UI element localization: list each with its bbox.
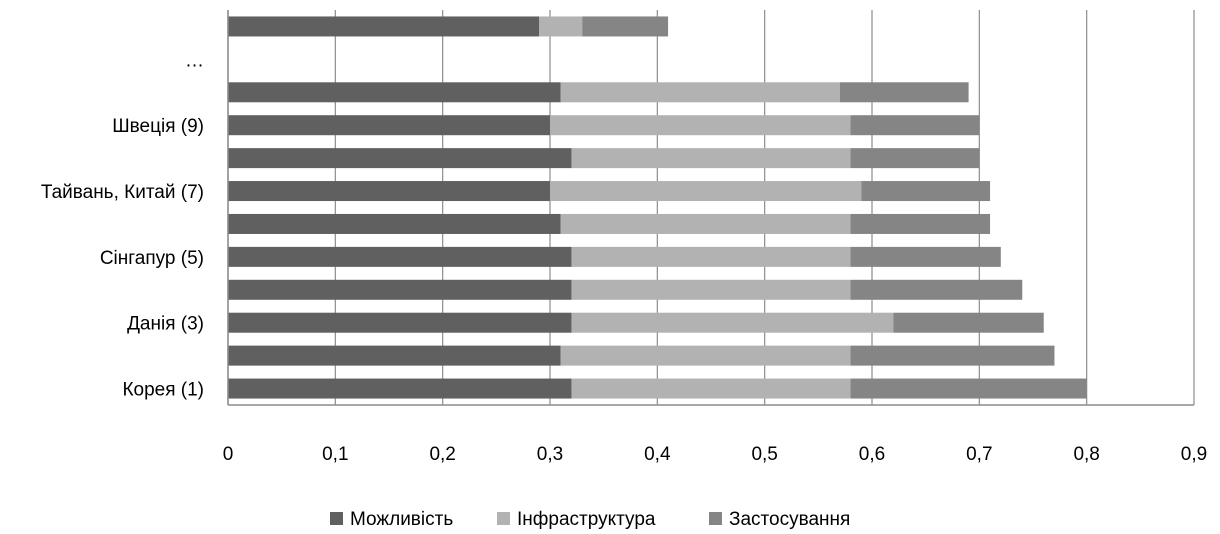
bar-segment — [839, 82, 969, 103]
bar-segment — [850, 246, 1001, 267]
legend-label: Можливість — [350, 509, 453, 530]
bars — [228, 16, 1087, 399]
x-tick-label: 0,2 — [429, 444, 455, 465]
bar-segment — [228, 148, 572, 169]
legend-swatch — [497, 512, 510, 525]
bar-segment — [228, 279, 572, 300]
bar-segment — [550, 181, 862, 202]
bar-segment — [582, 16, 669, 37]
bar-segment — [550, 115, 851, 136]
category-labels: Корея (1) Данія (3) Сінгапур (5) Тайвань, К… — [41, 50, 204, 400]
category-label: Корея (1) — [122, 380, 204, 401]
bar-segment — [850, 345, 1055, 366]
x-tick-label: 0 — [223, 444, 234, 465]
bar-segment — [228, 246, 572, 267]
bar-segment — [893, 312, 1044, 333]
bar-segment — [228, 378, 572, 399]
bar-segment — [539, 16, 583, 37]
bar-segment — [228, 213, 561, 234]
x-tick-label: 0,1 — [322, 444, 348, 465]
bar-segment — [560, 345, 851, 366]
bar-segment — [228, 82, 561, 103]
bar-segment — [228, 345, 561, 366]
bar-segment — [850, 115, 980, 136]
bar-segment — [560, 213, 851, 234]
bar-segment — [228, 312, 572, 333]
bar-segment — [571, 148, 851, 169]
legend-label: Застосування — [729, 509, 850, 530]
bar-segment — [228, 115, 550, 136]
bar-segment — [571, 312, 894, 333]
x-tick-label: 0,6 — [859, 444, 885, 465]
bar-segment — [571, 246, 851, 267]
bar-segment — [850, 213, 991, 234]
legend: Можливість Інфраструктура Застосування — [330, 509, 850, 530]
bar-segment — [228, 16, 540, 37]
bar-segment — [850, 279, 1023, 300]
category-label: Данія (3) — [127, 314, 204, 335]
bar-segment — [850, 378, 1087, 399]
bar-segment — [571, 279, 851, 300]
bar-segment — [560, 82, 840, 103]
bar-segment — [571, 378, 851, 399]
legend-label: Інфраструктура — [517, 509, 656, 530]
x-tick-label: 0,9 — [1181, 444, 1207, 465]
category-label: … — [185, 50, 204, 71]
bar-segment — [228, 181, 550, 202]
bar-segment — [850, 148, 980, 169]
gridlines — [227, 10, 1195, 405]
x-tick-label: 0,3 — [537, 444, 563, 465]
x-tick-label: 0,5 — [751, 444, 777, 465]
category-label: Швеція (9) — [112, 116, 204, 137]
x-tick-label: 0,8 — [1073, 444, 1099, 465]
x-tick-label: 0,7 — [966, 444, 992, 465]
axes — [227, 10, 1194, 406]
bar-segment — [861, 181, 991, 202]
category-label: Тайвань, Китай (7) — [41, 182, 204, 203]
x-tick-labels: 0 0,1 0,2 0,3 0,4 0,5 0,6 0,7 0,8 0,9 — [223, 444, 1208, 465]
category-label: Сінгапур (5) — [100, 248, 204, 269]
x-tick-label: 0,4 — [644, 444, 671, 465]
legend-swatch — [709, 512, 722, 525]
legend-swatch — [330, 512, 343, 525]
